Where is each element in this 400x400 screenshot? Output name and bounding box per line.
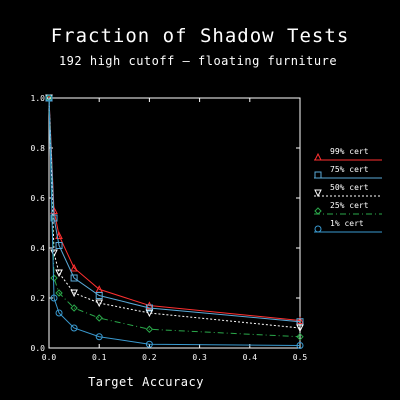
y-tick-label: 1.0 [31,94,46,103]
x-tick-label: 0.2 [142,353,157,362]
series-3 [45,94,304,341]
chart-subtitle: 192 high cutoff — floating furniture [59,54,337,68]
series-line [48,97,301,323]
data-point [55,269,63,278]
legend-marker [314,207,322,215]
series-line [48,97,301,329]
series-2 [45,94,304,333]
data-point [296,324,304,333]
legend-label: 50% cert [330,183,369,192]
data-point [50,294,58,302]
legend-marker [314,152,322,161]
series-layer [45,93,304,349]
data-point [70,289,78,298]
y-tick-label: 0.4 [31,244,46,253]
legend: 99% cert 75% cert 50% cert 25% cert 1% cert [314,147,382,233]
legend-marker [314,225,322,233]
y-tick-label: 0.8 [31,144,46,153]
data-point [55,309,63,317]
plot-axes: 0.0 0.1 0.2 0.3 0.4 0.5 0.0 0.2 0.4 0.6 0.8 1.0 [31,94,308,362]
data-point [95,299,104,308]
x-tick-label: 0.4 [243,353,258,362]
data-point [145,325,154,333]
data-point [95,292,103,299]
data-point [145,340,153,348]
data-point [296,316,304,324]
legend-label: 25% cert [330,201,369,210]
legend-marker [314,189,322,198]
x-tick-label: 0.0 [42,353,57,362]
data-point [70,304,78,312]
x-tick-label: 0.5 [293,353,308,362]
y-tick-label: 0.2 [31,294,46,303]
series-0 [45,93,304,324]
data-point [45,94,53,102]
data-point [55,242,63,249]
data-point [145,304,153,312]
legend-label: 99% cert [330,147,369,156]
series-line [48,97,301,338]
legend-label: 75% cert [330,165,369,174]
series-1 [45,94,304,326]
data-point [95,333,103,341]
y-tick-label: 0.6 [31,194,46,203]
data-point [70,324,78,332]
data-point [55,289,63,297]
x-axis-label: Target Accuracy [88,375,204,389]
series-line [48,97,301,346]
data-point [296,333,304,341]
legend-marker [314,171,322,179]
chart-title: Fraction of Shadow Tests [51,25,350,47]
series-4 [45,94,304,349]
x-tick-label: 0.1 [92,353,107,362]
legend-label: 1% cert [330,219,364,228]
data-point [95,314,103,322]
y-tick-label: 0.0 [31,344,46,353]
data-point [145,309,154,318]
data-point [70,274,78,282]
data-point [296,342,304,349]
x-tick-label: 0.3 [192,353,207,362]
data-point [50,214,58,222]
data-point [70,263,78,272]
plot-frame [48,97,301,349]
